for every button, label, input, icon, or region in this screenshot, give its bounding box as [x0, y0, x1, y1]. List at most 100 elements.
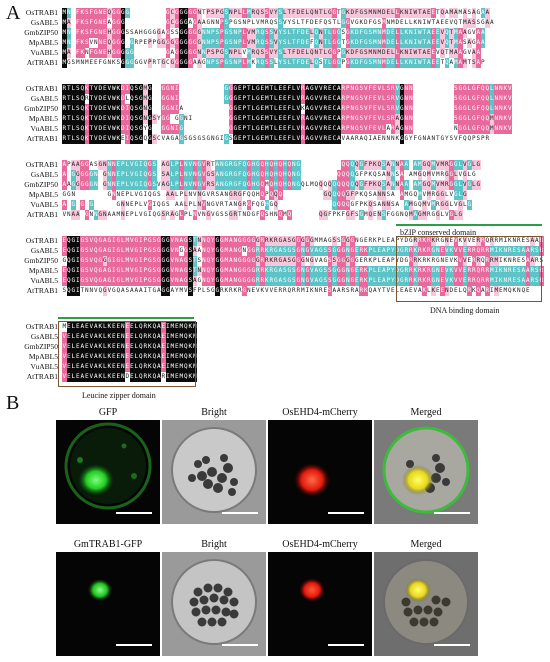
bright-cell-image-2 [171, 559, 257, 645]
sequence-name: VuABL5 [30, 48, 58, 57]
scale-bar [434, 644, 470, 646]
bzip-domain-label: bZIP conserved domain [400, 228, 477, 237]
micrograph-merged-1 [374, 420, 478, 524]
scale-bar [328, 512, 364, 514]
sequence-name: MpABL5 [28, 38, 58, 47]
micrograph-bright-1 [162, 420, 266, 524]
sequence-name: VuABL5 [30, 200, 58, 209]
sequence-name: OsTRAB1 [25, 8, 58, 17]
sequence-name: AtTRAB1 [26, 134, 58, 143]
scale-bar [116, 644, 152, 646]
scale-bar [222, 644, 258, 646]
sequence-name: AtTRAB1 [26, 58, 58, 67]
dna-binding-domain-box [396, 236, 542, 302]
sequence-name: GmbZIP50 [24, 104, 58, 113]
bright-cell-image [171, 427, 257, 513]
sequence-name: AtTRAB1 [26, 286, 58, 295]
image-label-ehd4-2: OsEHD4-mCherry [282, 539, 358, 550]
micrograph-ehd4-1 [268, 420, 372, 524]
panel-a-letter: A [6, 2, 21, 24]
image-label-bright-1: Bright [201, 407, 227, 418]
leucine-zipper-domain-label: Leucine zipper domain [82, 391, 156, 400]
image-label-bright-2: Bright [201, 539, 227, 550]
sequence-name: GmbZIP50 [24, 342, 58, 351]
micrograph-bright-2 [162, 552, 266, 656]
micrograph-gmtrab1-gfp [56, 552, 160, 656]
gfp-cell-image [64, 422, 152, 510]
leucine-zipper-domain-box [58, 321, 196, 387]
mcherry-cell-image [294, 463, 330, 497]
sequence-name: OsTRAB1 [25, 84, 58, 93]
micrograph-gfp [56, 420, 160, 524]
gmtrab1-gfp-image [88, 579, 112, 601]
sequence-name: GsABL5 [30, 18, 58, 27]
scale-bar [328, 644, 364, 646]
scale-bar [222, 512, 258, 514]
sequence-name: OsTRAB1 [25, 236, 58, 245]
sequence-name: VuABL5 [30, 362, 58, 371]
sequence-name: OsTRAB1 [25, 160, 58, 169]
panel-b-letter: B [6, 392, 20, 414]
leucine-zipper-domain-line [58, 317, 194, 319]
sequence-name: GsABL5 [30, 332, 58, 341]
sequence-name: AtTRAB1 [26, 210, 58, 219]
sequence-name: VuABL5 [30, 276, 58, 285]
sequence-name: GmbZIP50 [24, 180, 58, 189]
dna-binding-domain-label: DNA binding domain [430, 306, 500, 315]
sequence-name: GsABL5 [30, 246, 58, 255]
sequence-name: MpABL5 [28, 114, 58, 123]
sequence-name: OsTRAB1 [25, 322, 58, 331]
sequence-name: GsABL5 [30, 94, 58, 103]
sequence-name: GmbZIP50 [24, 256, 58, 265]
sequence-name: GmbZIP50 [24, 28, 58, 37]
bzip-domain-line [396, 224, 542, 226]
micrograph-ehd4-2 [268, 552, 372, 656]
image-label-merged-1: Merged [410, 407, 442, 418]
image-label-ehd4-1: OsEHD4-mCherry [282, 407, 358, 418]
mcherry-cell-image-2 [299, 578, 325, 602]
sequence-name: GsABL5 [30, 170, 58, 179]
scale-bar [116, 512, 152, 514]
sequence-name: MpABL5 [28, 266, 58, 275]
micrograph-merged-2 [374, 552, 478, 656]
image-label-gmtrab1-gfp: GmTRAB1-GFP [73, 539, 143, 550]
merged-cell-image [382, 426, 470, 514]
sequence-name: AtTRAB1 [26, 372, 58, 381]
sequence-name: MpABL5 [28, 190, 58, 199]
scale-bar [434, 512, 470, 514]
sequence-name: MpABL5 [28, 352, 58, 361]
image-label-merged-2: Merged [410, 539, 442, 550]
merged-cell-image-2 [383, 559, 469, 645]
image-label-gfp: GFP [98, 407, 118, 418]
